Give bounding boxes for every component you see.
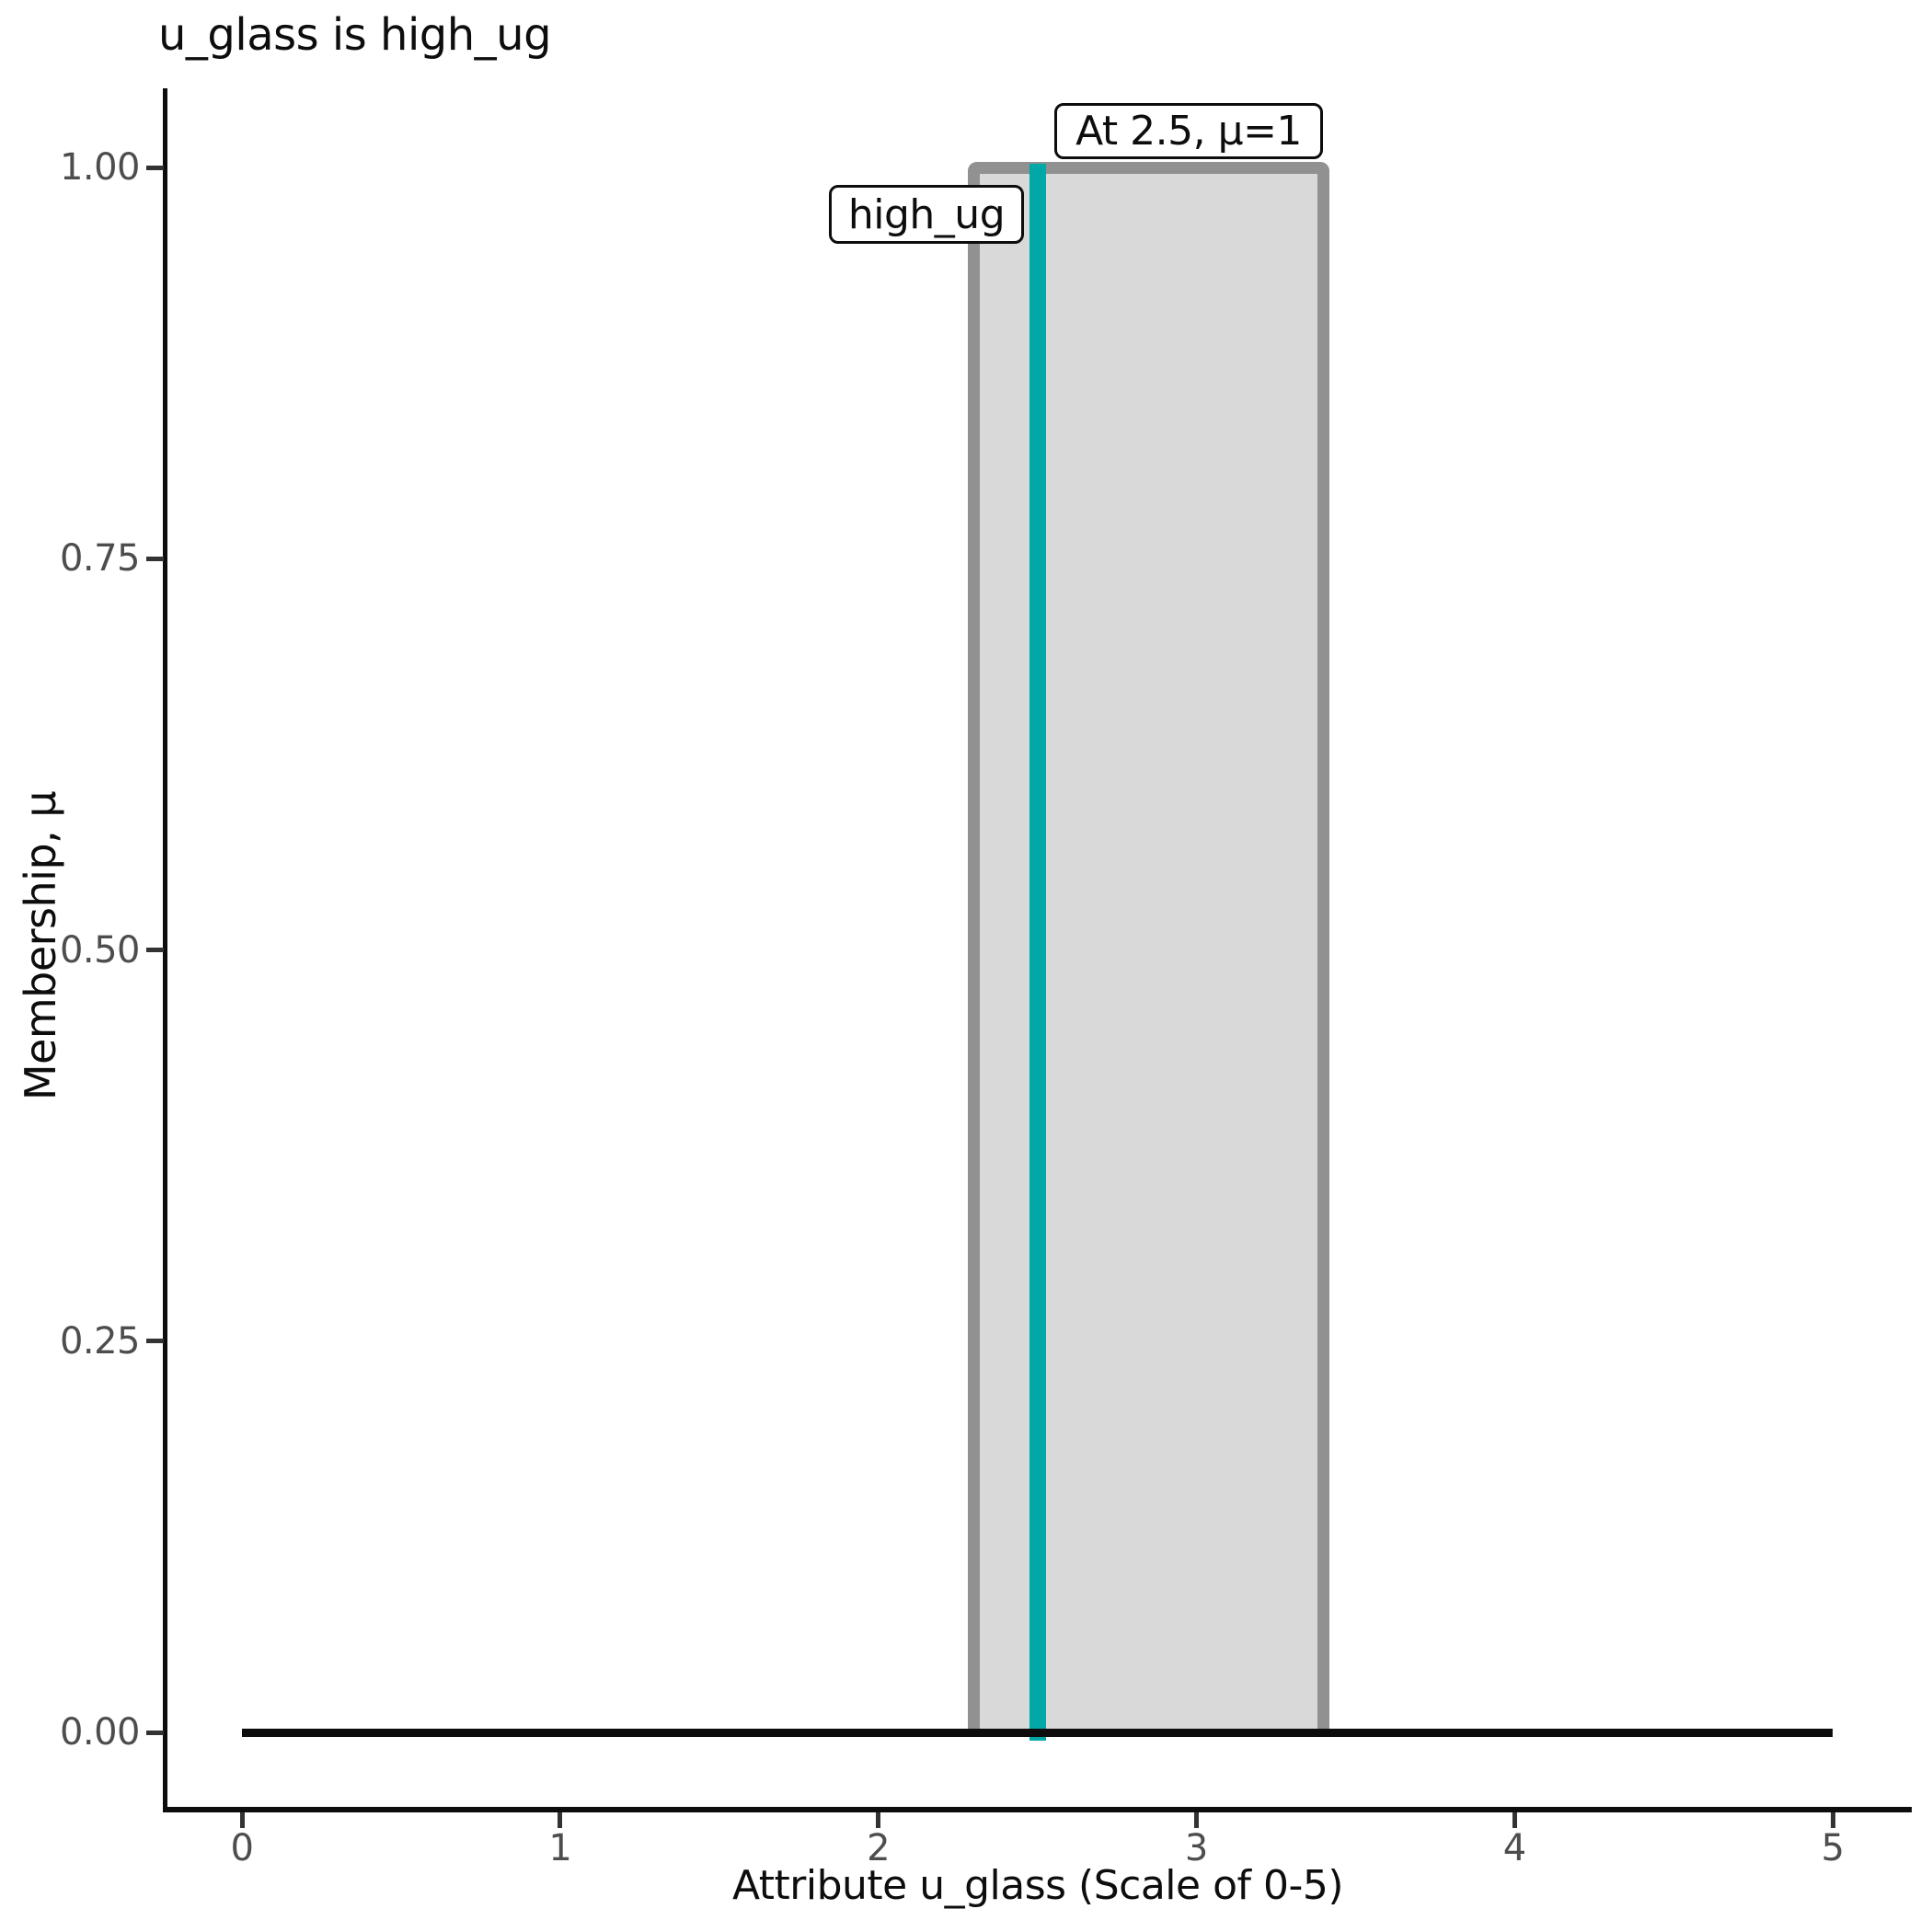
x-axis-line <box>163 1807 1912 1812</box>
y-tick-mark <box>146 948 164 952</box>
y-axis-line <box>163 88 167 1812</box>
y-tick-mark <box>146 1730 164 1735</box>
y-tick-mark <box>146 1339 164 1344</box>
x-tick-mark <box>558 1812 563 1828</box>
x-tick-mark <box>1512 1812 1517 1828</box>
y-tick-mark <box>146 556 164 561</box>
y-axis-label: Membership, μ <box>16 790 65 1101</box>
input-value-line <box>1029 164 1046 1741</box>
annotation-at-value: At 2.5, μ=1 <box>1054 103 1323 159</box>
y-tick-label: 0.50 <box>59 928 141 972</box>
x-axis-label: Attribute u_glass (Scale of 0-5) <box>731 1862 1344 1909</box>
chart-title: u_glass is high_ug <box>158 9 552 61</box>
y-tick-label: 1.00 <box>59 146 141 189</box>
y-tick-mark <box>146 165 164 170</box>
x-tick-label: 4 <box>1502 1827 1526 1869</box>
membership-function-area <box>967 161 1330 1737</box>
y-tick-label: 0.75 <box>59 537 141 581</box>
x-tick-label: 3 <box>1184 1827 1208 1869</box>
zero-membership-baseline <box>242 1729 1833 1737</box>
x-tick-label: 5 <box>1821 1827 1845 1869</box>
x-tick-label: 1 <box>548 1827 572 1869</box>
x-tick-mark <box>1830 1812 1835 1828</box>
y-tick-label: 0.25 <box>59 1319 141 1363</box>
x-tick-label: 2 <box>867 1827 891 1869</box>
annotation-at-value-text: At 2.5, μ=1 <box>1075 108 1302 155</box>
annotation-set-name-text: high_ug <box>847 190 1006 238</box>
x-tick-label: 0 <box>230 1827 254 1869</box>
y-tick-label: 0.00 <box>59 1711 141 1754</box>
x-tick-mark <box>876 1812 881 1828</box>
annotation-set-name: high_ug <box>829 185 1024 244</box>
x-tick-mark <box>1193 1812 1199 1828</box>
x-tick-mark <box>239 1812 245 1828</box>
